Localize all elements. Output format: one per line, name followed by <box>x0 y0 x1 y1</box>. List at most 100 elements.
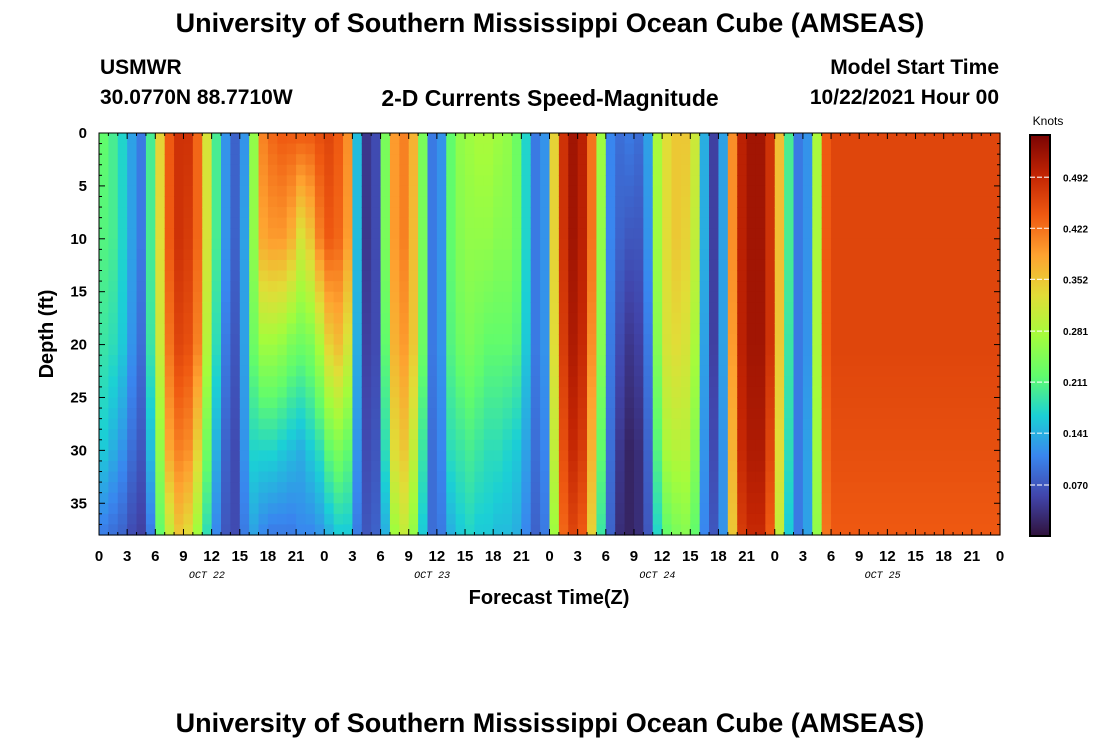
heatmap-cell <box>117 228 128 240</box>
heatmap-cell <box>540 238 551 250</box>
heatmap-cell <box>530 376 541 388</box>
heatmap-cell <box>615 259 626 272</box>
heatmap-cell <box>737 133 748 145</box>
heatmap-cell <box>662 291 673 303</box>
heatmap-cell <box>671 450 682 462</box>
heatmap-cell <box>427 143 438 155</box>
heatmap-cell <box>558 471 569 483</box>
heatmap-cell <box>587 365 598 377</box>
heatmap-cell <box>643 270 654 282</box>
heatmap-cell <box>192 291 203 303</box>
heatmap-cell <box>615 460 626 473</box>
heatmap-cell <box>314 281 325 293</box>
heatmap-cell <box>371 397 382 409</box>
heatmap-cell <box>812 524 823 536</box>
heatmap-cell <box>183 408 194 420</box>
heatmap-cell <box>427 450 438 462</box>
heatmap-cell <box>408 408 419 420</box>
heatmap-cell <box>530 482 541 494</box>
heatmap-cell <box>474 460 485 473</box>
heatmap-cell <box>333 439 344 451</box>
heatmap-cell <box>549 133 560 145</box>
heatmap-cell <box>718 482 729 494</box>
heatmap-cell <box>765 196 776 208</box>
heatmap-cell <box>633 281 644 293</box>
heatmap-cell <box>652 429 663 441</box>
heatmap-cell <box>671 482 682 494</box>
heatmap-cell <box>192 355 203 367</box>
heatmap-cell <box>502 439 513 451</box>
heatmap-cell <box>774 418 785 430</box>
heatmap-cell <box>324 323 335 335</box>
heatmap-cell <box>127 439 138 451</box>
heatmap-cell <box>249 334 260 346</box>
heatmap-cell <box>211 249 222 261</box>
heatmap-cell <box>643 355 654 367</box>
heatmap-cell <box>493 175 504 187</box>
heatmap-cell <box>465 302 476 314</box>
heatmap-cell <box>727 312 738 325</box>
heatmap-cell <box>699 482 710 494</box>
heatmap-cell <box>643 482 654 494</box>
heatmap-cell <box>145 386 156 399</box>
heatmap-cell <box>324 259 335 272</box>
heatmap-cell <box>305 238 316 250</box>
heatmap-cell <box>418 334 429 346</box>
heatmap-cell <box>511 323 522 335</box>
heatmap-cell <box>455 492 466 504</box>
heatmap-cell <box>408 259 419 272</box>
heatmap-cell <box>446 471 457 483</box>
heatmap-cell <box>380 429 391 441</box>
heatmap-cell <box>239 397 250 409</box>
heatmap-cell <box>389 185 400 198</box>
heatmap-cell <box>577 386 588 399</box>
heatmap-cell <box>352 207 363 219</box>
heatmap-cell <box>709 249 720 261</box>
heatmap-cell <box>802 228 813 240</box>
heatmap-cell <box>615 471 626 483</box>
heatmap-cell <box>521 471 532 483</box>
heatmap-cell <box>314 355 325 367</box>
heatmap-cell <box>183 302 194 314</box>
heatmap-cell <box>474 281 485 293</box>
heatmap-cell <box>408 355 419 367</box>
heatmap-cell <box>793 386 804 399</box>
heatmap-cell <box>765 492 776 504</box>
heatmap-cell <box>615 513 626 526</box>
heatmap-cell <box>408 217 419 229</box>
heatmap-cell <box>427 291 438 303</box>
heatmap-cell <box>389 334 400 346</box>
heatmap-cell <box>155 344 166 356</box>
heatmap-cell <box>164 482 175 494</box>
heatmap-cell <box>690 238 701 250</box>
heatmap-cell <box>643 281 654 293</box>
heatmap-cell <box>427 334 438 346</box>
heatmap-cell <box>455 291 466 303</box>
heatmap-cell <box>99 460 109 473</box>
heatmap-cell <box>521 408 532 420</box>
heatmap-cell <box>361 238 372 250</box>
heatmap-cell <box>802 334 813 346</box>
heatmap-cell <box>709 164 720 176</box>
heatmap-cell <box>361 143 372 155</box>
heatmap-cell <box>605 133 616 145</box>
heatmap-cell <box>211 397 222 409</box>
heatmap-cell <box>296 450 307 462</box>
x-tick-label: 0 <box>771 548 779 565</box>
heatmap-cell <box>633 302 644 314</box>
heatmap-cell <box>286 344 297 356</box>
x-tick-label: 6 <box>827 548 835 565</box>
heatmap-cell <box>784 217 795 229</box>
heatmap-cell <box>802 302 813 314</box>
heatmap-cell <box>455 365 466 377</box>
heatmap-cell <box>587 185 598 198</box>
heatmap-cell <box>605 344 616 356</box>
heatmap-cell <box>596 439 607 451</box>
heatmap-cell <box>258 312 269 325</box>
heatmap-cell <box>361 439 372 451</box>
heatmap-cell <box>221 281 231 293</box>
heatmap-cell <box>343 450 354 462</box>
heatmap-cell <box>455 207 466 219</box>
heatmap-cell <box>324 460 335 473</box>
heatmap-cell <box>408 460 419 473</box>
